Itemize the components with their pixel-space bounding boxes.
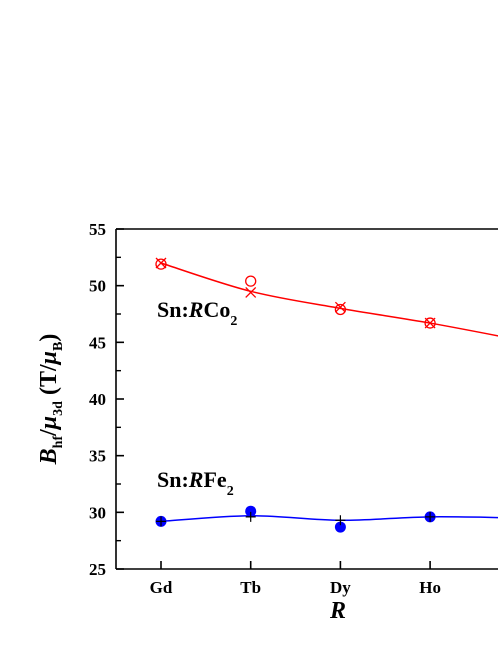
data-point-rco2-cross: [155, 257, 167, 269]
series-label-rfe2-main: Fe: [203, 467, 226, 492]
y-ticks: 25 30 35 40 45 50 55: [89, 220, 124, 579]
series-label-rfe2-italic: R: [188, 467, 204, 492]
series-label-rco2-prefix: Sn:: [157, 297, 189, 322]
y-tick-label: 45: [89, 333, 106, 352]
y-axis-title-slash: /: [36, 429, 62, 437]
data-point-rfe2-filled: [334, 521, 346, 533]
y-tick-label: 50: [89, 277, 106, 296]
y-tick-label: 55: [89, 220, 106, 239]
y-axis-title-unit-open: (T/: [36, 364, 62, 401]
y-axis-title-unit-mu-sub: B: [51, 342, 66, 351]
series-label-rco2-italic: R: [188, 297, 204, 322]
y-axis-title-mu: μ: [36, 416, 62, 431]
x-tick-label: Tb: [240, 578, 261, 597]
y-tick-label: 25: [89, 560, 106, 579]
x-tick-label: Gd: [150, 578, 173, 597]
x-tick-label: Dy: [330, 578, 351, 597]
data-point-rco2-cross: [424, 317, 436, 329]
data-point-rco2-circle: [245, 275, 257, 287]
x-tick-label: Ho: [419, 578, 441, 597]
x-axis-title: R: [329, 598, 346, 624]
y-tick-label: 35: [89, 447, 106, 466]
series-label-rfe2: Sn:RFe2: [157, 467, 234, 499]
data-point-rfe2-plus: [156, 516, 166, 527]
y-tick-label: 30: [89, 503, 106, 522]
y-axis-title-main-sub: hf: [51, 436, 66, 449]
series-label-rco2-main: Co: [203, 297, 230, 322]
data-point-rfe2-plus: [335, 515, 346, 526]
series-line-rco2: [160, 262, 498, 337]
data-point-rco2-circle: [334, 303, 347, 316]
y-axis-title: Bhf/μ3d (T/μB): [36, 334, 66, 466]
data-point-rco2-cross: [334, 301, 346, 313]
y-axis-title-mu-sub: 3d: [51, 401, 66, 416]
series-label-rfe2-prefix: Sn:: [157, 467, 189, 492]
series-label-rco2: Sn:RCo2: [157, 297, 237, 329]
x-ticks: Gd Tb Dy Ho: [150, 561, 441, 597]
data-point-rfe2-plus: [245, 511, 256, 522]
y-tick-label: 40: [89, 390, 106, 409]
series-line-rfe2: [160, 514, 498, 523]
y-axis-title-main: B: [36, 448, 62, 465]
series-label-rco2-sub: 2: [230, 314, 237, 329]
series-label-rfe2-sub: 2: [227, 484, 234, 499]
data-markers: [155, 257, 436, 533]
data-point-rco2-circle: [424, 317, 436, 329]
data-point-rco2-cross: [245, 287, 257, 298]
y-axis-title-unit-close: ): [36, 334, 62, 342]
data-point-rfe2-filled: [245, 505, 257, 517]
y-axis-title-unit-mu: μ: [36, 351, 62, 366]
data-point-rco2-circle: [155, 258, 167, 270]
data-point-rfe2-plus: [425, 511, 436, 522]
